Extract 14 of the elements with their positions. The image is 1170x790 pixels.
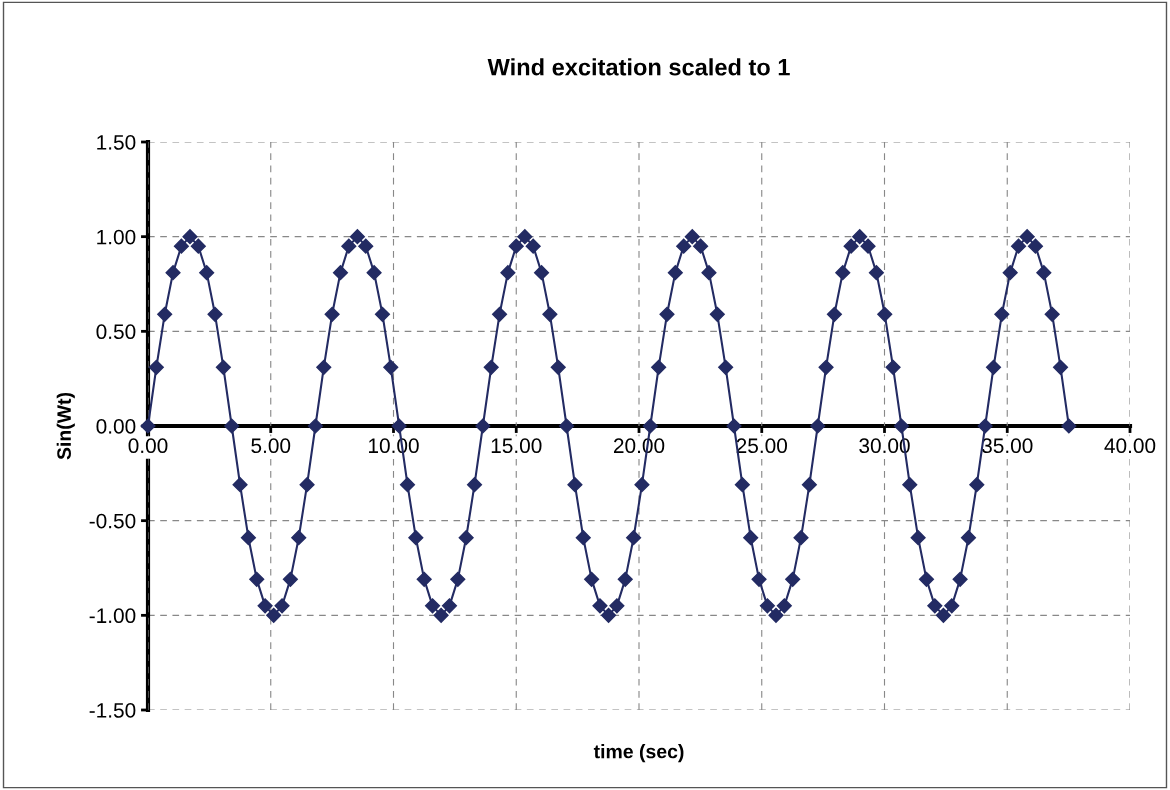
- x-tick-label: 5.00: [251, 438, 291, 454]
- y-axis-title: Sin(Wt): [56, 392, 75, 460]
- x-tick-label: 0.00: [128, 438, 168, 454]
- x-axis-title: time (sec): [593, 744, 684, 763]
- y-tick-label: 0.50: [96, 324, 136, 340]
- y-tick-label: 0.00: [96, 419, 136, 434]
- y-tick-label: -0.50: [89, 513, 136, 529]
- y-tick-label: 1.00: [97, 229, 136, 245]
- y-tick-label: -1.00: [89, 608, 136, 624]
- chart-title: Wind excitation scaled to 1: [487, 58, 790, 76]
- y-tick-label: -1.50: [89, 703, 136, 718]
- x-tick-label: 15.00: [491, 438, 542, 454]
- y-tick-label: 1.50: [97, 135, 136, 150]
- x-tick-label: 40.00: [1104, 438, 1156, 454]
